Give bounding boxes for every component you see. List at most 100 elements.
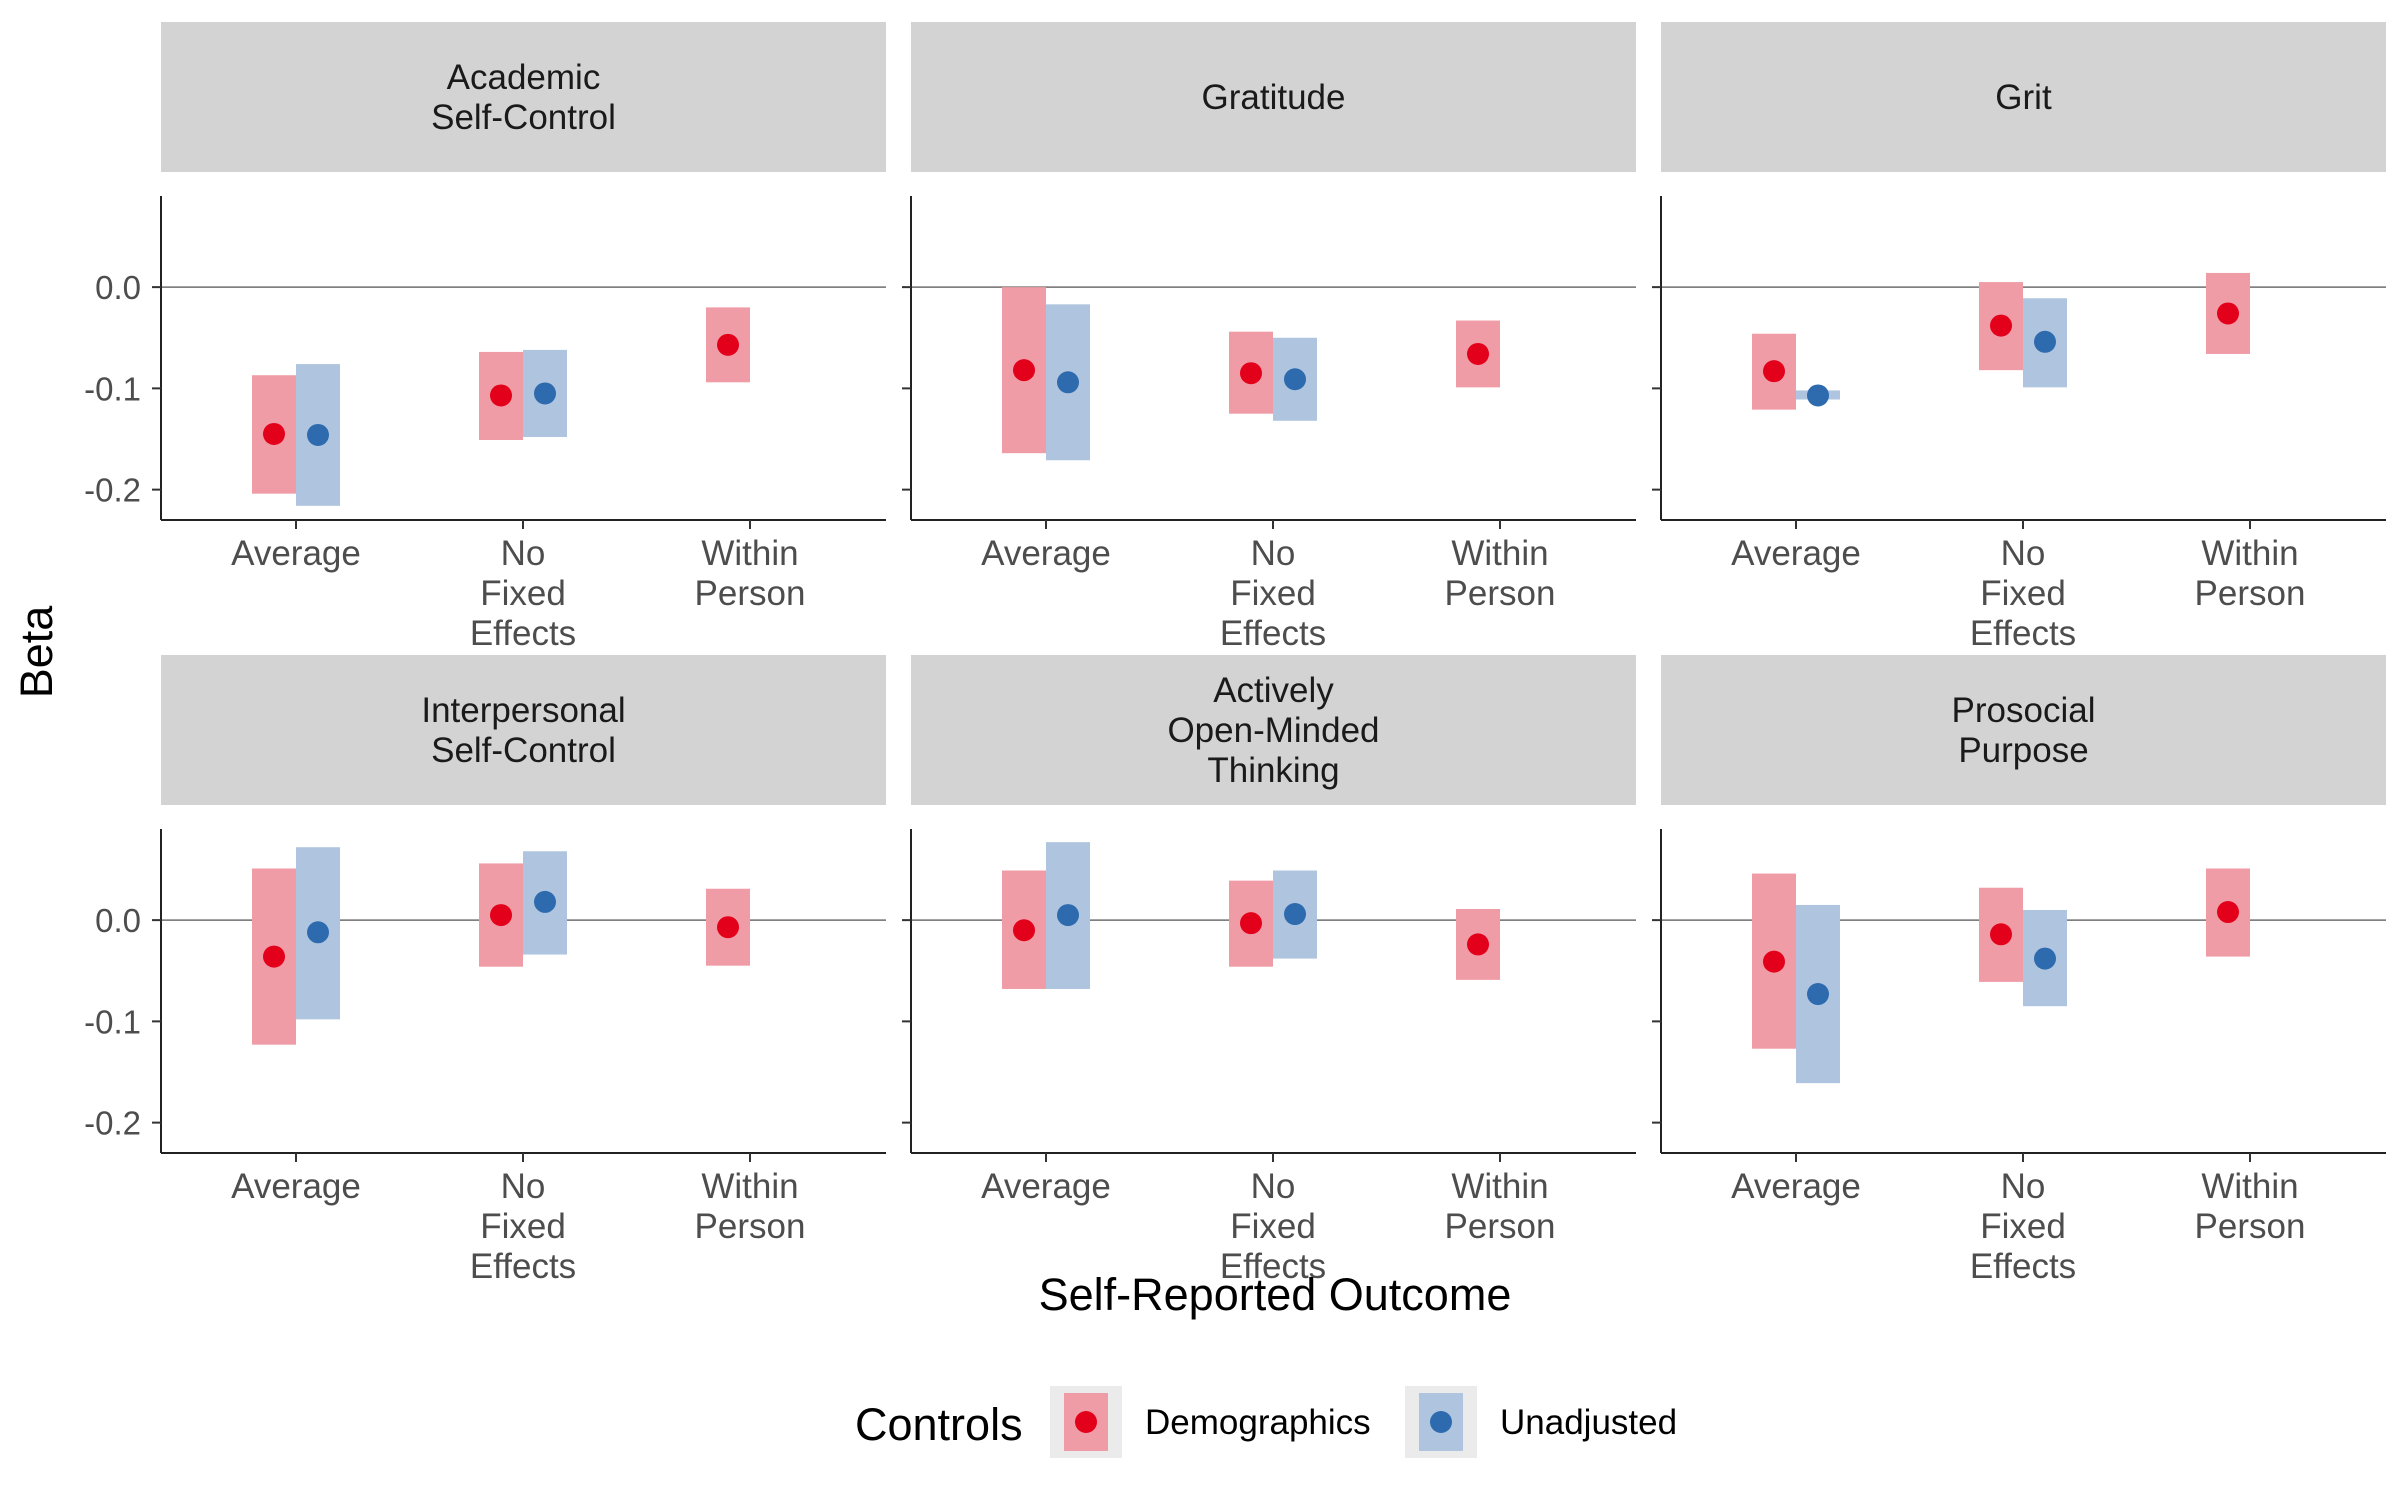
x-tick-label: Average (1731, 1167, 1861, 1206)
y-tick-label: 0.0 (95, 902, 141, 939)
point-demographics (1467, 342, 1489, 365)
strip-title-line: Open-Minded (1167, 711, 1379, 750)
x-tick-label: Average (981, 534, 1111, 573)
x-tick-label: Average (981, 1167, 1111, 1206)
x-tick-label: Effects (470, 614, 576, 653)
point-unadjusted (534, 890, 556, 913)
x-tick-label: Person (1445, 1207, 1556, 1246)
x-tick-label: No (2001, 534, 2046, 573)
strip-title-line: Thinking (1207, 751, 1339, 790)
x-tick-label: Effects (1970, 1247, 2076, 1286)
x-tick-label: Average (1731, 534, 1861, 573)
point-unadjusted (1057, 371, 1079, 394)
point-unadjusted (1057, 904, 1079, 927)
point-demographics (717, 333, 739, 356)
legend-title: Controls (855, 1399, 1023, 1450)
strip-title-line: Prosocial (1952, 691, 2096, 730)
point-demographics (1990, 923, 2012, 946)
x-tick-label: Average (231, 1167, 361, 1206)
point-demographics (1240, 362, 1262, 385)
y-tick-label: -0.1 (84, 370, 141, 407)
point-unadjusted (534, 382, 556, 405)
point-demographics (1467, 933, 1489, 956)
x-tick-label: Within (1451, 534, 1548, 573)
x-tick-label: No (501, 1167, 546, 1206)
x-tick-label: Person (2195, 574, 2306, 613)
x-tick-label: Person (1445, 574, 1556, 613)
strip-title-line: Self-Control (431, 98, 616, 137)
x-tick-label: Fixed (480, 574, 566, 613)
x-axis-title: Self-Reported Outcome (1039, 1269, 1512, 1320)
point-demographics (263, 945, 285, 968)
x-tick-label: Fixed (1230, 574, 1316, 613)
legend: Controls Demographics Unadjusted (855, 1386, 1677, 1458)
y-tick-label: -0.2 (84, 472, 141, 509)
x-tick-label: Effects (1970, 614, 2076, 653)
strip-background (911, 22, 1636, 172)
x-tick-label: Within (1451, 1167, 1548, 1206)
x-tick-label: Person (2195, 1207, 2306, 1246)
point-unadjusted (1284, 368, 1306, 391)
x-tick-label: Fixed (1980, 1207, 2066, 1246)
y-tick-label: -0.2 (84, 1105, 141, 1142)
strip-title-line: Academic (447, 58, 601, 97)
x-tick-label: Person (695, 574, 806, 613)
point-demographics (263, 422, 285, 445)
point-unadjusted (2034, 947, 2056, 970)
x-tick-label: Within (2201, 1167, 2298, 1206)
point-demographics (2217, 901, 2239, 924)
x-tick-label: Within (701, 1167, 798, 1206)
strip-title-line: Self-Control (431, 731, 616, 770)
point-demographics (490, 384, 512, 407)
point-demographics (1013, 919, 1035, 942)
point-demographics (1013, 359, 1035, 382)
y-axis-title: Beta (11, 605, 62, 699)
point-demographics (1763, 360, 1785, 383)
strip-title-line: Actively (1213, 671, 1334, 710)
legend-label-demographics: Demographics (1145, 1403, 1371, 1442)
x-tick-label: Person (695, 1207, 806, 1246)
point-unadjusted (307, 423, 329, 446)
legend-key-point (1075, 1411, 1097, 1433)
strip-title-line: Grit (1995, 78, 2052, 117)
x-tick-label: No (1251, 1167, 1296, 1206)
point-demographics (2217, 302, 2239, 325)
x-tick-label: Effects (470, 1247, 576, 1286)
point-unadjusted (307, 921, 329, 944)
x-tick-label: No (501, 534, 546, 573)
point-demographics (717, 916, 739, 939)
strip-background (161, 22, 886, 172)
x-tick-label: Fixed (1230, 1207, 1316, 1246)
strip-background (161, 655, 886, 805)
x-tick-label: No (1251, 534, 1296, 573)
strip-title-line: Interpersonal (421, 691, 625, 730)
point-demographics (1763, 950, 1785, 973)
point-unadjusted (1807, 384, 1829, 407)
point-unadjusted (2034, 330, 2056, 353)
legend-key-point (1430, 1411, 1452, 1433)
x-tick-label: Within (2201, 534, 2298, 573)
point-unadjusted (1284, 903, 1306, 926)
point-unadjusted (1807, 983, 1829, 1006)
point-demographics (490, 904, 512, 927)
strip-background (1661, 22, 2386, 172)
x-tick-label: Fixed (480, 1207, 566, 1246)
x-tick-label: Effects (1220, 1247, 1326, 1286)
strip-background (911, 655, 1636, 805)
x-tick-label: No (2001, 1167, 2046, 1206)
point-demographics (1990, 314, 2012, 337)
point-demographics (1240, 912, 1262, 935)
y-tick-label: 0.0 (95, 269, 141, 306)
x-tick-label: Fixed (1980, 574, 2066, 613)
strip-title-line: Gratitude (1202, 78, 1346, 117)
strip-title-line: Purpose (1958, 731, 2088, 770)
legend-label-unadjusted: Unadjusted (1500, 1403, 1677, 1442)
